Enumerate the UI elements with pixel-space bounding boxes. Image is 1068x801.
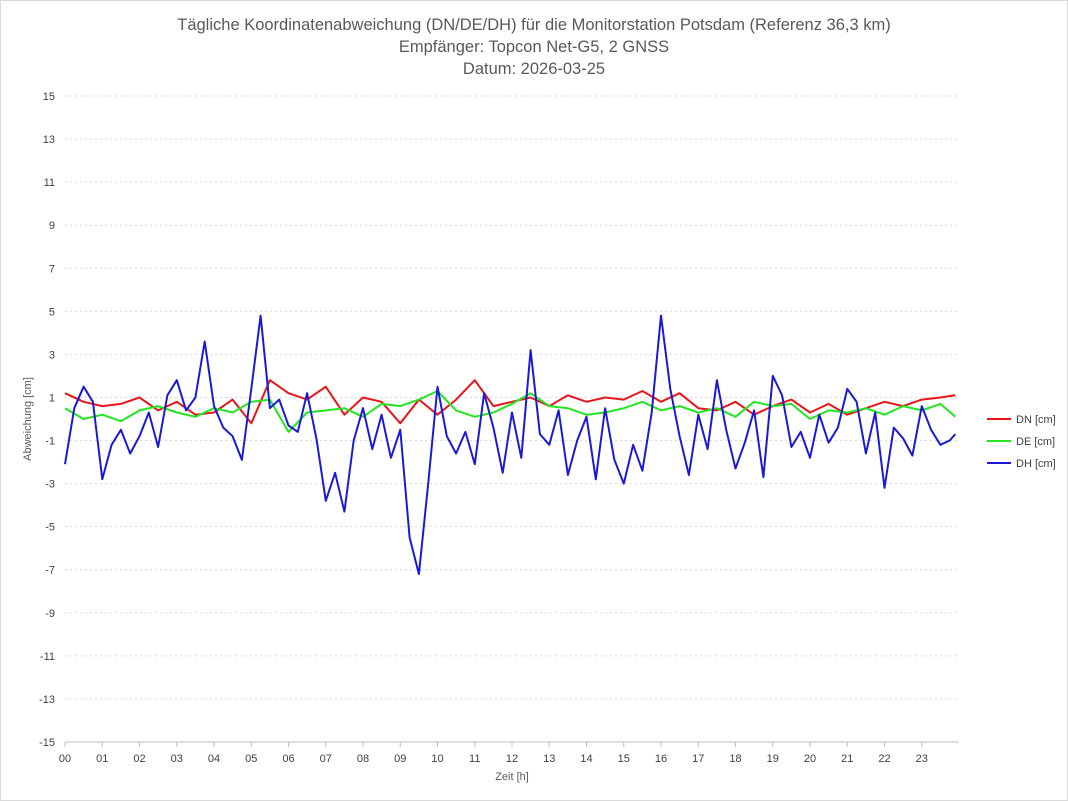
y-tick-label: 11	[44, 177, 55, 189]
y-tick-label: 9	[49, 220, 55, 232]
x-tick-label: 05	[245, 753, 257, 765]
series-line-0	[64, 379, 956, 425]
x-tick-label: 03	[171, 753, 183, 765]
x-tick-label: 13	[543, 753, 555, 765]
x-tick-label: 23	[916, 753, 928, 765]
x-tick-label: 01	[96, 753, 108, 765]
legend: DN [cm] DE [cm] DH [cm]	[987, 414, 1056, 470]
y-tick-label: -15	[39, 737, 55, 749]
x-tick-label: 18	[729, 753, 741, 765]
y-tick-label: -11	[40, 651, 55, 663]
y-tick-label: 13	[43, 134, 55, 146]
y-tick-label: 1	[49, 392, 55, 404]
y-tick-label: 15	[43, 91, 55, 103]
x-tick-label: 11	[469, 753, 480, 765]
x-tick-label: 20	[804, 753, 816, 765]
x-tick-label: 16	[655, 753, 667, 765]
chart-title-line-3: Datum: 2026-03-25	[463, 60, 605, 78]
x-tick-label: 19	[767, 753, 779, 765]
legend-label: DH [cm]	[1016, 458, 1056, 470]
x-tick-label: 22	[878, 753, 890, 765]
y-tick-label: 5	[49, 306, 55, 318]
y-tick-label: 3	[49, 349, 55, 361]
x-axis-ticks: 00 01 02 03 04 05 06 07 08 09 10 11 12 13 14 15 16 17 18 19…	[59, 742, 928, 765]
x-axis-title: Zeit [h]	[495, 771, 529, 783]
y-axis-title: Abweichung [cm]	[22, 377, 34, 461]
x-tick-label: 06	[282, 753, 294, 765]
y-tick-label: -1	[45, 436, 55, 448]
y-tick-label: -5	[45, 522, 55, 534]
x-tick-label: 04	[208, 753, 220, 765]
x-tick-label: 07	[320, 753, 332, 765]
y-tick-label: -7	[45, 565, 55, 577]
legend-label: DN [cm]	[1016, 414, 1056, 426]
y-tick-label: 7	[49, 263, 55, 275]
x-tick-label: 02	[133, 753, 145, 765]
y-tick-label: -3	[45, 479, 55, 491]
y-tick-label: -13	[39, 694, 55, 706]
x-tick-label: 10	[431, 753, 443, 765]
x-tick-label: 09	[394, 753, 406, 765]
x-tick-label: 21	[841, 753, 853, 765]
x-tick-label: 08	[357, 753, 369, 765]
x-tick-label: 14	[580, 753, 592, 765]
legend-label: DE [cm]	[1016, 436, 1055, 448]
series-lines	[64, 314, 957, 575]
x-tick-label: 00	[59, 753, 71, 765]
chart-title-line-1: Tägliche Koordinatenabweichung (DN/DE/DH…	[177, 16, 891, 34]
x-tick-label: 17	[692, 753, 704, 765]
y-axis-ticks: 15 13 11 9 7 5 3 1 -1 -3 -5 -7 -9 -11 -13 -15	[39, 91, 55, 749]
chart-title-line-2: Empfänger: Topcon Net-G5, 2 GNSS	[399, 38, 669, 56]
x-tick-label: 12	[506, 753, 518, 765]
y-tick-label: -9	[45, 608, 55, 620]
series-line-2	[64, 314, 957, 575]
x-tick-label: 15	[618, 753, 630, 765]
